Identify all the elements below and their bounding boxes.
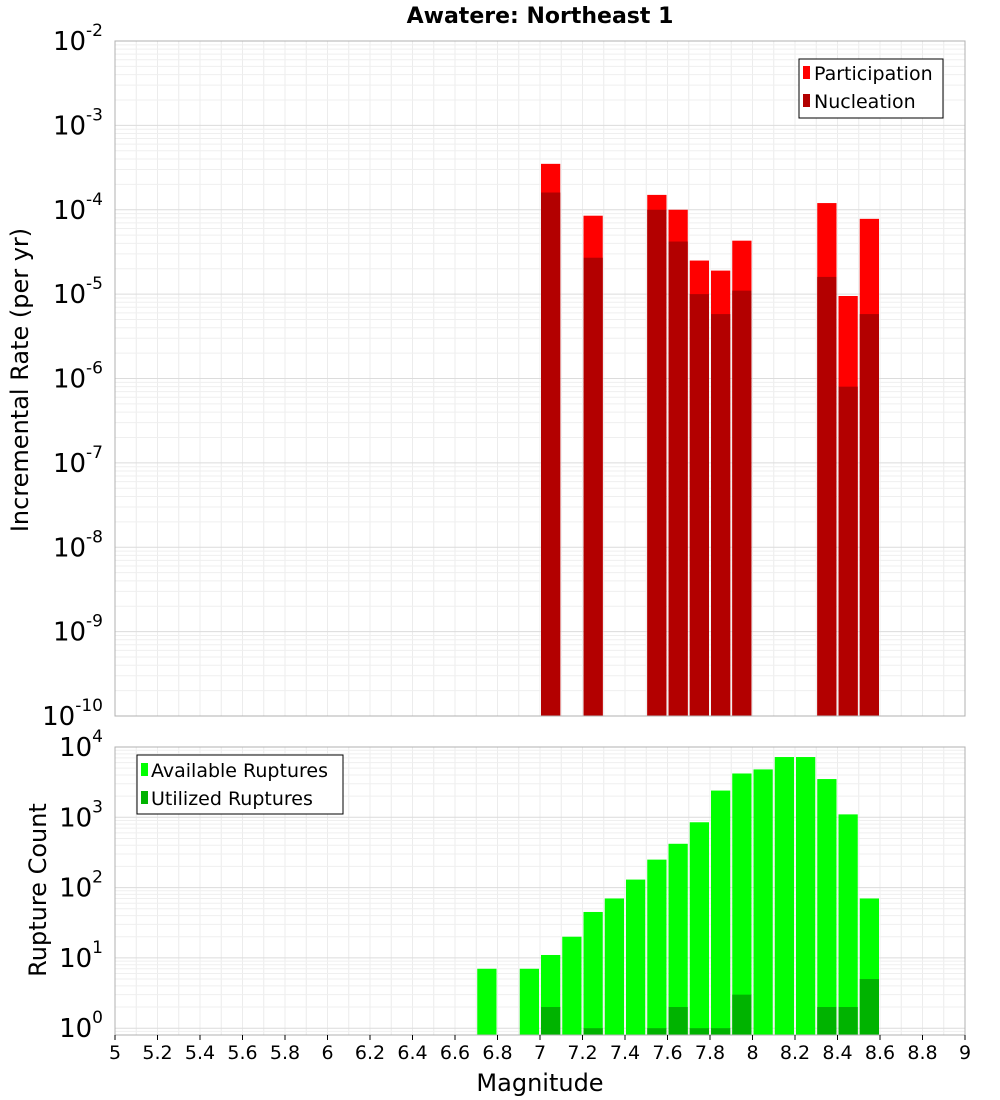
x-tick-label: 9: [959, 1042, 971, 1064]
bottom-bar-available-ruptures: [604, 898, 624, 1035]
x-tick-label: 7.8: [695, 1042, 725, 1064]
x-tick-label: 7.6: [652, 1042, 682, 1064]
top-bar-nucleation: [668, 241, 688, 717]
legend-utilized-swatch: [141, 791, 148, 804]
y-tick-label: 101: [59, 938, 103, 974]
legend-nucleation-swatch: [803, 94, 810, 107]
bottom-bar-available-ruptures: [519, 968, 539, 1035]
bottom-bar-utilized-ruptures: [689, 1028, 709, 1035]
legend-available-swatch: [141, 763, 148, 776]
y-tick-label: 10-8: [53, 527, 103, 563]
bottom-bar-available-ruptures: [647, 859, 667, 1035]
y-tick-label: 102: [59, 868, 103, 904]
bottom-bar-utilized-ruptures: [838, 1007, 858, 1035]
bottom-bar-available-ruptures: [753, 769, 773, 1035]
x-tick-label: 5.6: [227, 1042, 257, 1064]
x-tick-label: 6.8: [482, 1042, 512, 1064]
top-bar-nucleation: [647, 209, 667, 716]
x-tick-label: 6.2: [355, 1042, 385, 1064]
x-tick-label: 8.8: [907, 1042, 937, 1064]
bottom-bar-available-ruptures: [774, 757, 794, 1035]
bottom-bar-utilized-ruptures: [817, 1007, 837, 1035]
bottom-bar-available-ruptures: [796, 757, 816, 1035]
top-bar-nucleation: [583, 257, 603, 716]
chart-title: Awatere: Northeast 1: [407, 4, 674, 29]
x-tick-label: 6: [321, 1042, 333, 1064]
legend-participation-label: Participation: [814, 63, 933, 85]
top-y-axis-label: Incremental Rate (per yr): [6, 228, 34, 532]
bottom-bar-utilized-ruptures: [541, 1007, 561, 1035]
bottom-plot: 100 101 102 103 104 5 5.2 5.4 5.6 5.8 6 6.2 6.4 6.6 6.…: [59, 727, 971, 1064]
y-tick-label: 10-6: [53, 359, 103, 395]
bottom-bar-available-ruptures: [732, 773, 752, 1035]
x-tick-label: 5: [109, 1042, 121, 1064]
top-bar-nucleation: [541, 192, 561, 717]
x-tick-label: 8.2: [780, 1042, 810, 1064]
bottom-bar-utilized-ruptures: [583, 1028, 603, 1035]
bottom-bar-utilized-ruptures: [859, 979, 879, 1035]
x-tick-label: 8: [746, 1042, 758, 1064]
legend-participation-swatch: [803, 66, 810, 79]
x-tick-label: 7: [534, 1042, 546, 1064]
bottom-bar-utilized-ruptures: [732, 994, 752, 1035]
bottom-bar-available-ruptures: [477, 968, 497, 1035]
bottom-legend-box: [136, 754, 344, 815]
y-tick-label: 10-7: [53, 443, 103, 479]
y-tick-label: 10-10: [42, 696, 103, 732]
top-grid: [114, 41, 966, 717]
bottom-bars: [477, 757, 879, 1035]
bottom-bar-available-ruptures: [817, 779, 837, 1035]
y-tick-label: 10-5: [53, 274, 103, 310]
top-y-ticks: 10-10 10-9 10-8 10-7 10-6 10-5 10-4 10-3 10-2: [42, 21, 103, 732]
y-tick-label: 10-3: [53, 105, 103, 141]
x-tick-label: 8.4: [822, 1042, 852, 1064]
bottom-bar-utilized-ruptures: [647, 1028, 667, 1035]
top-legend-box: [798, 58, 944, 119]
x-axis-label: Magnitude: [476, 1069, 603, 1097]
y-tick-label: 10-2: [53, 21, 103, 57]
bottom-bar-available-ruptures: [583, 911, 603, 1035]
y-tick-label: 103: [59, 797, 103, 833]
x-ticks: 5 5.2 5.4 5.6 5.8 6 6.2 6.4 6.6 6.8 7 7.2 7.4 7.6 7.8 8…: [109, 1035, 971, 1064]
x-tick-label: 5.2: [142, 1042, 172, 1064]
bottom-bar-utilized-ruptures: [711, 1028, 731, 1035]
legend-available-label: Available Ruptures: [151, 760, 328, 782]
y-tick-label: 10-4: [53, 190, 103, 226]
bottom-y-axis-label: Rupture Count: [24, 803, 52, 977]
bottom-bar-available-ruptures: [562, 936, 582, 1035]
top-bar-nucleation: [817, 276, 837, 716]
y-tick-label: 104: [59, 727, 103, 763]
bottom-y-ticks: 100 101 102 103 104: [59, 727, 103, 1044]
top-bar-nucleation: [711, 314, 731, 716]
x-tick-label: 6.6: [440, 1042, 470, 1064]
x-tick-label: 8.6: [865, 1042, 895, 1064]
legend-utilized-label: Utilized Ruptures: [151, 788, 313, 810]
y-tick-label: 10-9: [53, 612, 103, 648]
bottom-bar-available-ruptures: [668, 843, 688, 1035]
bottom-bar-available-ruptures: [626, 879, 646, 1035]
top-bar-nucleation: [838, 386, 858, 716]
x-tick-label: 7.2: [567, 1042, 597, 1064]
top-bars: [541, 163, 879, 717]
x-tick-label: 5.4: [185, 1042, 215, 1064]
top-bar-nucleation: [732, 290, 752, 716]
top-bar-nucleation: [859, 314, 879, 716]
y-tick-label: 100: [59, 1008, 103, 1044]
bottom-bar-available-ruptures: [711, 790, 731, 1035]
top-plot-frame: [114, 40, 966, 717]
bottom-legend: Available Ruptures Utilized Ruptures: [136, 754, 344, 815]
bottom-bar-available-ruptures: [689, 822, 709, 1035]
x-tick-label: 6.4: [397, 1042, 427, 1064]
x-tick-label: 5.8: [270, 1042, 300, 1064]
bottom-bar-available-ruptures: [838, 814, 858, 1035]
bottom-bar-utilized-ruptures: [668, 1007, 688, 1035]
top-bar-nucleation: [689, 294, 709, 716]
x-tick-label: 7.4: [610, 1042, 640, 1064]
top-plot: 10-10 10-9 10-8 10-7 10-6 10-5 10-4 10-3 10-2: [42, 21, 966, 732]
legend-nucleation-label: Nucleation: [814, 91, 916, 113]
top-legend: Participation Nucleation: [798, 58, 944, 119]
